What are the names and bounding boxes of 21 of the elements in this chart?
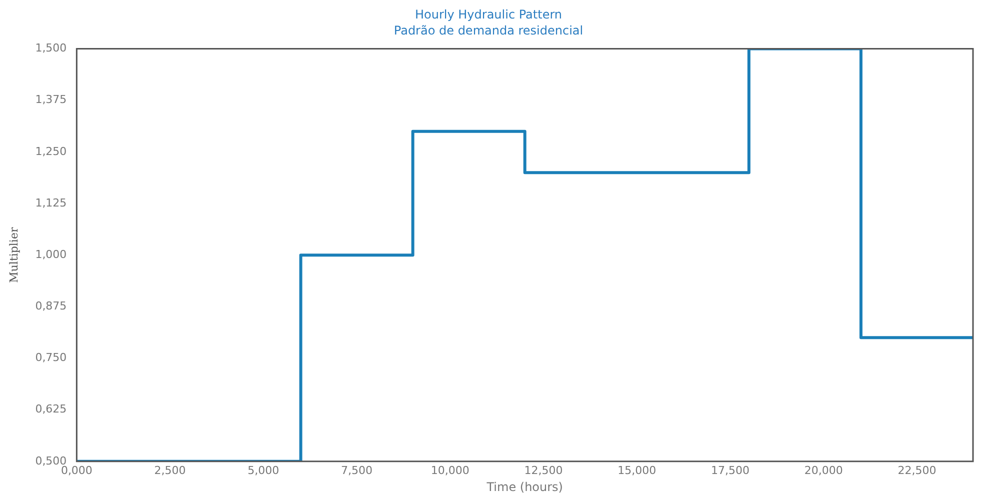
x-tick-label: 17,500 bbox=[711, 464, 750, 477]
x-tick-label: 20,000 bbox=[804, 464, 843, 477]
x-tick-label: 5,000 bbox=[248, 464, 280, 477]
chart-subtitle: Padrão de demanda residencial bbox=[394, 24, 584, 38]
x-tick-label: 10,000 bbox=[430, 464, 470, 477]
x-tick-label: 15,000 bbox=[618, 464, 656, 477]
y-axis-title: Multiplier bbox=[7, 226, 20, 283]
y-tick-label: 0,625 bbox=[35, 402, 67, 416]
x-tick-label: 2,500 bbox=[154, 464, 186, 477]
y-tick-label: 0,875 bbox=[35, 300, 67, 313]
y-tick-label: 1,375 bbox=[35, 93, 67, 106]
x-axis-title: Time (hours) bbox=[486, 480, 563, 494]
y-tick-label: 1,250 bbox=[35, 144, 67, 158]
chart-title: Hourly Hydraulic Pattern bbox=[414, 7, 562, 22]
x-tick-label: 12,500 bbox=[524, 464, 563, 477]
y-tick-label: 0,750 bbox=[35, 351, 67, 364]
y-tick-label: 1,125 bbox=[35, 196, 67, 210]
y-tick-label: 1,000 bbox=[35, 248, 67, 261]
x-tick-label: 22,500 bbox=[898, 464, 936, 477]
y-tick-label: 1,500 bbox=[35, 42, 67, 55]
x-tick-label: 7,500 bbox=[341, 464, 373, 477]
